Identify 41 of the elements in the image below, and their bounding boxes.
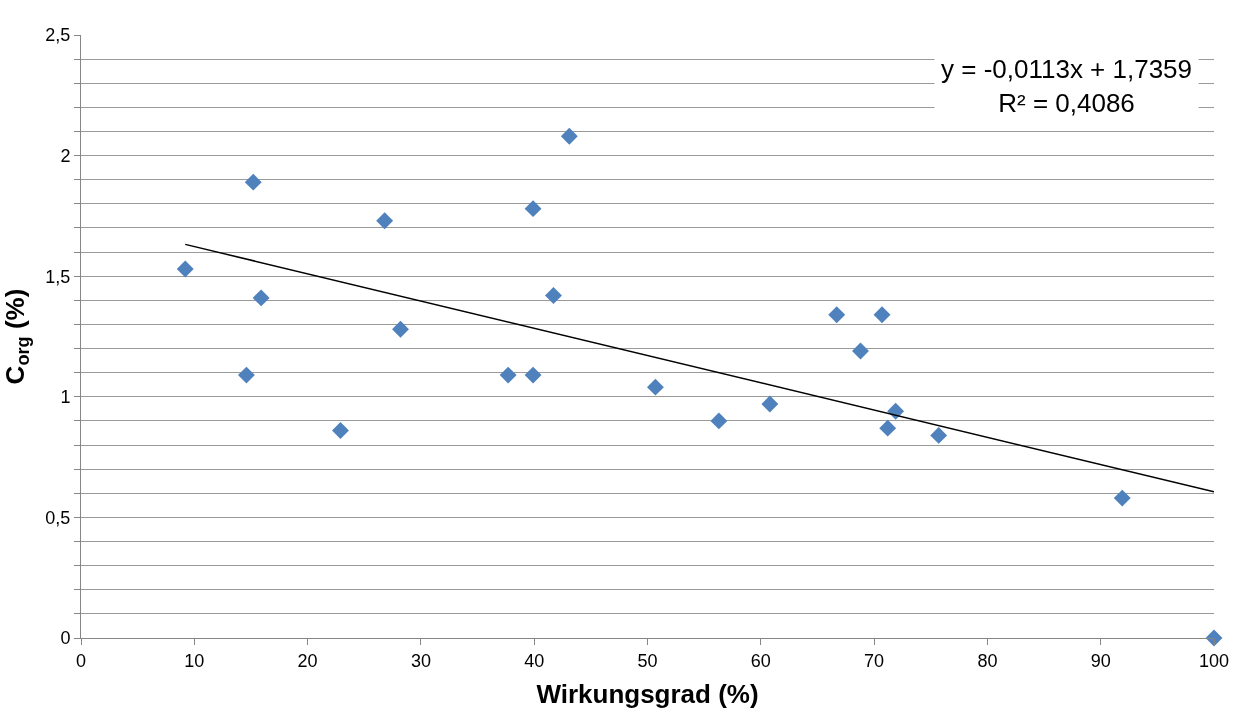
point bbox=[244, 173, 262, 191]
point bbox=[852, 342, 869, 360]
point bbox=[392, 320, 409, 338]
x-axis-title: Wirkungsgrad (%) bbox=[536, 679, 759, 710]
point bbox=[930, 426, 948, 444]
point bbox=[237, 366, 255, 384]
y-tick-label: 0 bbox=[60, 628, 71, 649]
point bbox=[761, 395, 779, 413]
point bbox=[710, 412, 728, 430]
point bbox=[332, 422, 349, 440]
point bbox=[1205, 629, 1223, 647]
x-tick-label: 30 bbox=[410, 650, 431, 671]
x-tick-label: 0 bbox=[75, 650, 87, 671]
annotation: y = -0,0113x + 1,7359 R² = 0,4086 bbox=[941, 54, 1193, 118]
point bbox=[524, 366, 542, 384]
point bbox=[879, 419, 897, 437]
x-tick-label: 70 bbox=[864, 650, 885, 671]
point bbox=[499, 366, 517, 384]
y-tick-label: 1,5 bbox=[45, 266, 71, 287]
x-tick-label: 90 bbox=[1090, 650, 1111, 671]
x-tick-label: 100 bbox=[1198, 650, 1230, 671]
point bbox=[176, 260, 194, 278]
point bbox=[545, 287, 562, 304]
x-tick-label: 50 bbox=[637, 650, 658, 671]
point bbox=[828, 306, 846, 324]
y-tick-label: 2,5 bbox=[45, 25, 71, 46]
point bbox=[376, 212, 394, 230]
point bbox=[1113, 489, 1131, 507]
x-tick-label: 80 bbox=[977, 650, 998, 671]
point bbox=[252, 289, 270, 307]
point bbox=[560, 127, 578, 145]
point bbox=[524, 200, 542, 218]
x-tick-label: 60 bbox=[750, 650, 771, 671]
y-tick-label: 0,5 bbox=[45, 507, 71, 528]
point bbox=[873, 306, 891, 324]
point bbox=[646, 378, 664, 396]
y-tick-label: 2 bbox=[60, 145, 71, 166]
x-tick-label: 20 bbox=[297, 650, 318, 671]
x-tick-label: 40 bbox=[524, 650, 545, 671]
x-tick-label: 10 bbox=[184, 650, 205, 671]
y-tick-label: 1 bbox=[60, 387, 71, 408]
